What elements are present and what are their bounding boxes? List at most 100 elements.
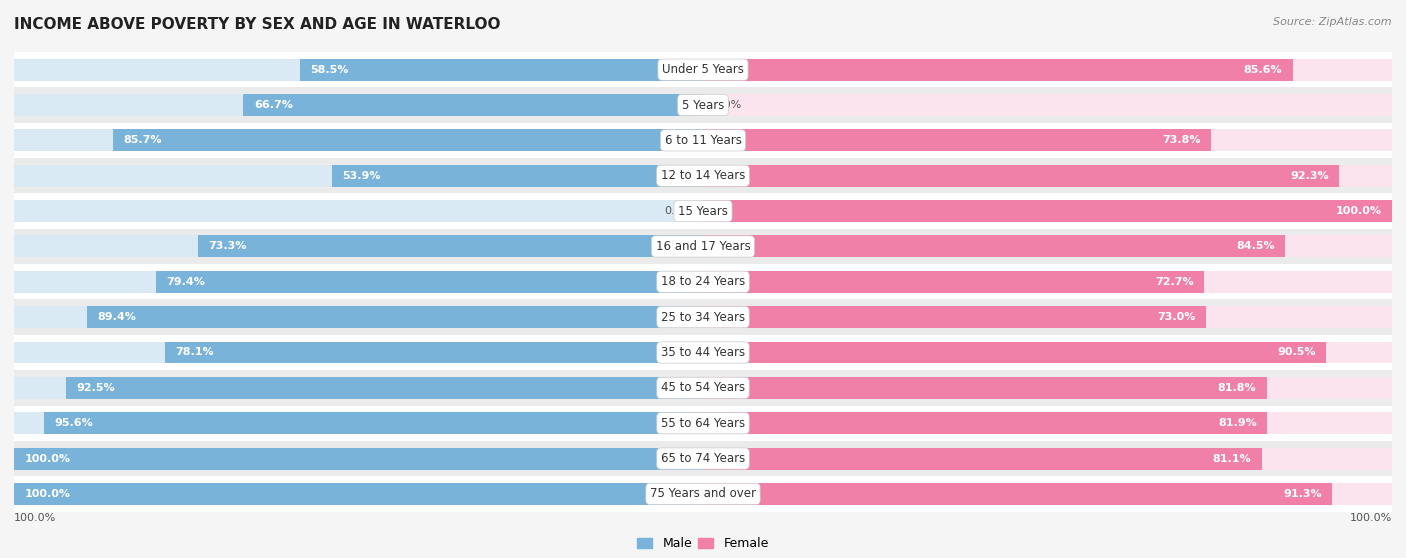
Text: 84.5%: 84.5% (1236, 242, 1275, 252)
Bar (703, 271, 1392, 293)
Bar (703, 59, 1392, 80)
Text: 16 and 17 Years: 16 and 17 Years (655, 240, 751, 253)
Bar (703, 448, 1261, 469)
Bar (14, 377, 703, 399)
Bar (14, 341, 703, 363)
Bar (198, 235, 703, 257)
Text: 35 to 44 Years: 35 to 44 Years (661, 346, 745, 359)
Text: 73.3%: 73.3% (208, 242, 246, 252)
Text: 12 to 14 Years: 12 to 14 Years (661, 169, 745, 182)
Bar (14, 264, 1392, 300)
Text: 45 to 54 Years: 45 to 54 Years (661, 381, 745, 395)
Bar (87, 306, 703, 328)
Bar (703, 448, 1392, 469)
Text: 66.7%: 66.7% (254, 100, 292, 110)
Bar (703, 412, 1392, 434)
Text: 92.3%: 92.3% (1289, 171, 1329, 181)
Text: Source: ZipAtlas.com: Source: ZipAtlas.com (1274, 17, 1392, 27)
Bar (14, 300, 1392, 335)
Text: 100.0%: 100.0% (1336, 206, 1382, 216)
Bar (14, 483, 703, 505)
Text: 90.5%: 90.5% (1278, 348, 1316, 358)
Bar (703, 341, 1392, 363)
Bar (14, 158, 1392, 194)
Text: 55 to 64 Years: 55 to 64 Years (661, 417, 745, 430)
Bar (703, 483, 1392, 505)
Bar (14, 448, 703, 469)
Bar (703, 235, 1392, 257)
Bar (703, 235, 1285, 257)
Text: 73.0%: 73.0% (1157, 312, 1195, 322)
Text: 81.9%: 81.9% (1218, 418, 1257, 428)
Text: 58.5%: 58.5% (311, 65, 349, 75)
Bar (14, 271, 703, 293)
Bar (703, 306, 1206, 328)
Bar (14, 59, 703, 80)
Bar (156, 271, 703, 293)
Text: 100.0%: 100.0% (24, 454, 70, 464)
Bar (299, 59, 703, 80)
Text: 100.0%: 100.0% (14, 513, 56, 523)
Bar (703, 341, 1326, 363)
Bar (14, 194, 1392, 229)
Text: 65 to 74 Years: 65 to 74 Years (661, 452, 745, 465)
Bar (112, 129, 703, 151)
Bar (703, 200, 1392, 222)
Bar (703, 129, 1392, 151)
Bar (14, 335, 1392, 370)
Bar (14, 448, 703, 469)
Legend: Male, Female: Male, Female (633, 532, 773, 555)
Text: 18 to 24 Years: 18 to 24 Years (661, 275, 745, 288)
Bar (703, 200, 1392, 222)
Bar (703, 271, 1204, 293)
Text: 25 to 34 Years: 25 to 34 Years (661, 311, 745, 324)
Text: 92.5%: 92.5% (76, 383, 115, 393)
Text: 0.0%: 0.0% (665, 206, 693, 216)
Text: 5 Years: 5 Years (682, 99, 724, 112)
Text: 85.7%: 85.7% (122, 136, 162, 146)
Bar (14, 229, 1392, 264)
Bar (66, 377, 703, 399)
Bar (14, 200, 703, 222)
Text: 53.9%: 53.9% (342, 171, 381, 181)
Text: 72.7%: 72.7% (1154, 277, 1194, 287)
Text: 73.8%: 73.8% (1163, 136, 1201, 146)
Text: 100.0%: 100.0% (24, 489, 70, 499)
Bar (14, 94, 703, 116)
Bar (703, 165, 1392, 187)
Bar (703, 412, 1267, 434)
Bar (243, 94, 703, 116)
Text: 6 to 11 Years: 6 to 11 Years (665, 134, 741, 147)
Bar (14, 476, 1392, 512)
Text: 89.4%: 89.4% (97, 312, 136, 322)
Bar (14, 483, 703, 505)
Text: 95.6%: 95.6% (55, 418, 93, 428)
Text: 81.1%: 81.1% (1213, 454, 1251, 464)
Bar (14, 129, 703, 151)
Bar (703, 165, 1339, 187)
Text: 15 Years: 15 Years (678, 205, 728, 218)
Text: 79.4%: 79.4% (166, 277, 205, 287)
Bar (14, 412, 703, 434)
Text: Under 5 Years: Under 5 Years (662, 63, 744, 76)
Text: 78.1%: 78.1% (176, 348, 214, 358)
Bar (165, 341, 703, 363)
Bar (703, 94, 1392, 116)
Bar (703, 306, 1392, 328)
Bar (14, 441, 1392, 476)
Text: INCOME ABOVE POVERTY BY SEX AND AGE IN WATERLOO: INCOME ABOVE POVERTY BY SEX AND AGE IN W… (14, 17, 501, 32)
Bar (703, 377, 1267, 399)
Bar (14, 306, 703, 328)
Bar (14, 123, 1392, 158)
Bar (14, 406, 1392, 441)
Bar (14, 52, 1392, 88)
Text: 85.6%: 85.6% (1244, 65, 1282, 75)
Bar (703, 377, 1392, 399)
Bar (703, 483, 1331, 505)
Bar (14, 370, 1392, 406)
Bar (703, 59, 1292, 80)
Bar (14, 165, 703, 187)
Text: 100.0%: 100.0% (1350, 513, 1392, 523)
Text: 0.0%: 0.0% (713, 100, 741, 110)
Bar (14, 88, 1392, 123)
